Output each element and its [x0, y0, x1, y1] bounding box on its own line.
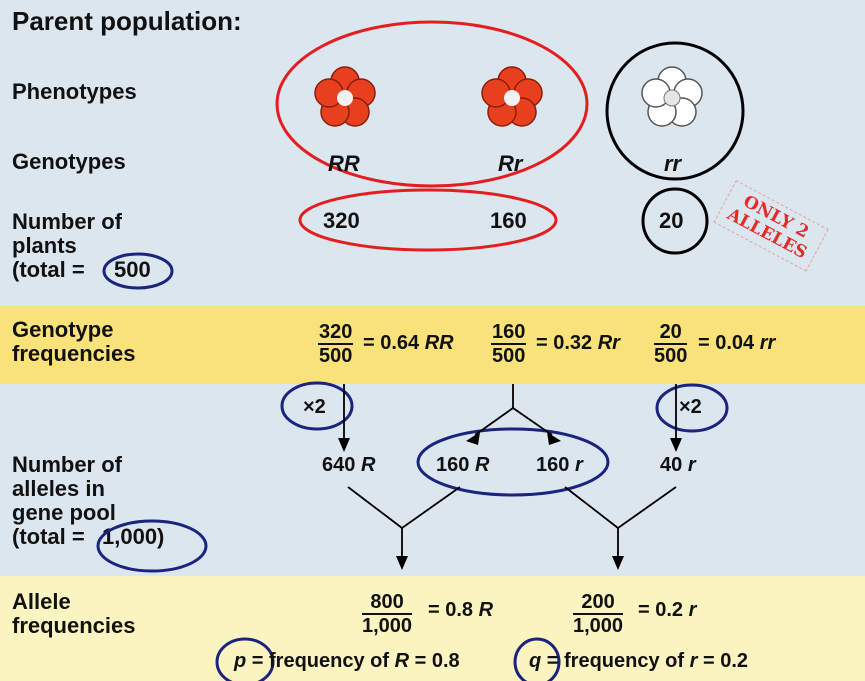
allele-count-160-dominant: 160 R — [436, 454, 489, 477]
title: Parent population: — [12, 6, 242, 36]
fraction-numerator: 800 — [362, 591, 413, 615]
freq-value: = 0.8 — [428, 599, 474, 621]
p-symbol: p — [234, 650, 247, 672]
allele-count-symbol: R — [474, 454, 490, 476]
white-count-circle — [641, 187, 709, 255]
allele-count-symbol: R — [360, 454, 376, 476]
freq-value: = 0.04 — [698, 332, 755, 354]
allele-count-number: 40 — [660, 454, 683, 476]
fraction-numerator: 20 — [654, 321, 688, 345]
count-rr-dominant: 320 — [323, 208, 360, 233]
total-plants-value: 500 — [114, 257, 151, 282]
red-phenotype-circle — [275, 20, 589, 188]
arrow-lines — [343, 384, 677, 558]
fraction-numerator: 320 — [318, 321, 354, 345]
q-value: = 0.2 — [702, 650, 749, 672]
genotype-freq-rr-dominant-fraction: 320 500 — [318, 321, 354, 367]
fraction-denominator: 500 — [319, 345, 353, 367]
freq-allele: r — [688, 599, 697, 621]
number-of-plants-label: Number of plants (total = — [12, 209, 122, 282]
fraction-denominator: 500 — [654, 345, 688, 367]
genotype-frequency-band — [0, 306, 865, 384]
genotype-rr-heterozygous: Rr — [498, 151, 523, 176]
multiplier-right: ×2 — [679, 396, 702, 418]
allele-freq-r-recessive-value: = 0.2 r — [638, 599, 696, 622]
genotype-freq-rr-heterozygous-value: = 0.32 Rr — [536, 332, 620, 355]
allele-count-number: 160 — [436, 454, 470, 476]
arrow-heads — [338, 432, 682, 570]
genotype-rr-dominant: RR — [328, 151, 360, 176]
allele-frequency-band — [0, 576, 865, 681]
genotype-freq-rr-recessive-value: = 0.04 rr — [698, 332, 775, 355]
fraction-denominator: 1,000 — [362, 615, 413, 637]
genotypes-label: Genotypes — [12, 149, 126, 174]
multiplier-left: ×2 — [303, 396, 326, 418]
fraction-numerator: 160 — [491, 321, 527, 345]
q-definition: q = frequency of r = 0.2 — [529, 650, 748, 673]
genotype-freq-rr-recessive-fraction: 20 500 — [654, 321, 688, 367]
freq-genotype: Rr — [597, 332, 620, 354]
genotype-freq-rr-heterozygous-fraction: 160 500 — [491, 321, 527, 367]
blue-circle-q — [513, 637, 561, 681]
p-definition: p = frequency of R = 0.8 — [234, 650, 460, 673]
red-count-circle — [298, 188, 558, 252]
number-of-alleles-label: Number of alleles in gene pool (total = — [12, 452, 122, 549]
genotype-frequencies-label: Genotype frequencies — [12, 317, 136, 366]
blue-circle-p — [215, 637, 275, 681]
fraction-numerator: 200 — [573, 591, 624, 615]
white-phenotype-circle — [605, 41, 745, 181]
allele-count-symbol: r — [574, 454, 583, 476]
allele-count-160-recessive: 160 r — [536, 454, 583, 477]
flower-icon-rr-heterozygous — [481, 66, 543, 127]
flower-icon-rr-dominant — [314, 66, 376, 127]
allele-count-40-recessive: 40 r — [660, 454, 696, 477]
allele-frequencies-label: Allele frequencies — [12, 589, 136, 638]
allele-count-number: 160 — [536, 454, 570, 476]
freq-value: = 0.64 — [363, 332, 420, 354]
freq-value: = 0.2 — [638, 599, 684, 621]
p-value: = 0.8 — [414, 650, 460, 672]
blue-circle-multiplier-right — [655, 383, 729, 433]
freq-value: = 0.32 — [536, 332, 593, 354]
freq-allele: R — [478, 599, 494, 621]
fraction-denominator: 500 — [492, 345, 526, 367]
freq-genotype: rr — [759, 332, 776, 354]
allele-freq-r-dominant-value: = 0.8 R — [428, 599, 493, 622]
allele-freq-r-recessive-fraction: 200 1,000 — [573, 591, 624, 637]
phenotypes-label: Phenotypes — [12, 79, 137, 104]
blue-circle-multiplier-left — [280, 381, 354, 431]
freq-genotype: RR — [424, 332, 454, 354]
q-text: = frequency of — [546, 650, 685, 672]
allele-count-640-r: 640 R — [322, 454, 375, 477]
allele-count-number: 640 — [322, 454, 356, 476]
genotype-rr-recessive: rr — [664, 151, 682, 176]
fraction-denominator: 1,000 — [573, 615, 624, 637]
p-text: = frequency of — [251, 650, 390, 672]
q-symbol: q — [529, 650, 542, 672]
genotype-freq-rr-dominant-value: = 0.64 RR — [363, 332, 454, 355]
count-rr-recessive: 20 — [659, 208, 684, 233]
blue-circle-total-plants — [102, 252, 174, 290]
p-allele: R — [394, 650, 410, 672]
flower-icon-rr-recessive — [641, 66, 703, 127]
q-allele: r — [689, 650, 698, 672]
allele-freq-r-dominant-fraction: 800 1,000 — [362, 591, 413, 637]
blue-circle-total-alleles — [96, 519, 208, 573]
blue-circle-heterozygote-alleles — [416, 427, 610, 497]
count-rr-heterozygous: 160 — [490, 208, 527, 233]
allele-count-symbol: r — [687, 454, 696, 476]
